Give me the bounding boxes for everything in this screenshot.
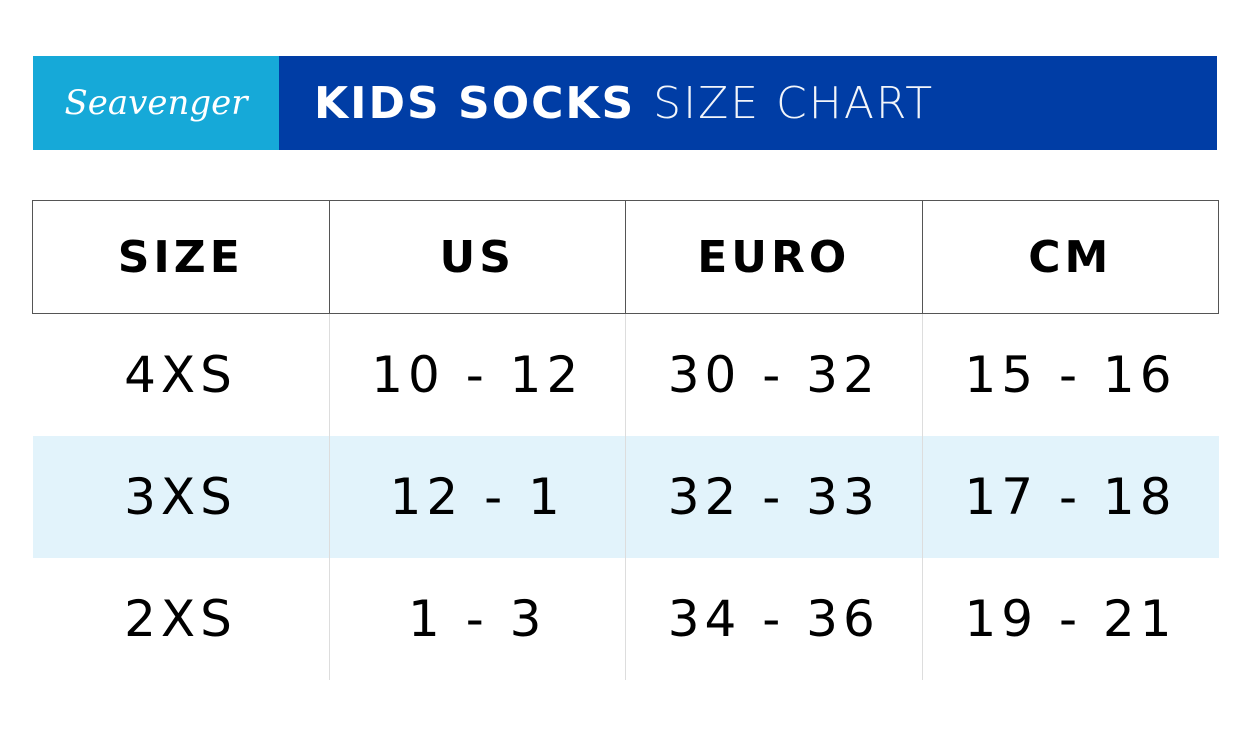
table-cell: 12 - 1 bbox=[328, 436, 626, 558]
table-cell: 2XS bbox=[124, 590, 237, 648]
table-cell: 30 - 32 bbox=[625, 313, 922, 436]
table-cell: 3XS bbox=[32, 436, 329, 558]
column-header: SIZE bbox=[32, 200, 330, 314]
table-row: 4XS 10 - 12 30 - 32 15 - 16 bbox=[33, 313, 1219, 436]
table-row: 3XS 12 - 1 32 - 33 17 - 18 bbox=[32, 436, 1219, 558]
size-table: SIZE US EURO CM 4XS 10 - 12 30 - 32 15 - 16 3XS 1… bbox=[32, 200, 1219, 680]
column-header: EURO bbox=[625, 200, 923, 314]
table-cell: 4XS bbox=[124, 346, 237, 404]
title-bold: KIDS SOCKS bbox=[314, 77, 636, 129]
table-cell: 1 - 3 bbox=[328, 558, 626, 680]
title-light: SIZE CHART bbox=[653, 77, 935, 129]
column-header: US bbox=[328, 200, 626, 314]
header-row: SIZE US EURO CM bbox=[32, 200, 1219, 314]
table-row: 2XS 1 - 3 34 - 36 19 - 21 bbox=[33, 558, 1219, 680]
table-cell: 32 - 33 bbox=[625, 436, 922, 558]
table-cell: 10 - 12 bbox=[328, 313, 626, 436]
banner: Seavenger KIDS SOCKS SIZE CHART bbox=[33, 56, 1217, 150]
table-cell: 15 - 16 bbox=[921, 313, 1219, 436]
column-header: CM bbox=[921, 200, 1219, 314]
logo: Seavenger bbox=[33, 56, 279, 150]
title: KIDS SOCKS SIZE CHART bbox=[279, 56, 1217, 150]
table-cell: 19 - 21 bbox=[921, 558, 1219, 680]
table-cell: 34 - 36 bbox=[625, 558, 922, 680]
table-cell: 17 - 18 bbox=[921, 436, 1219, 558]
